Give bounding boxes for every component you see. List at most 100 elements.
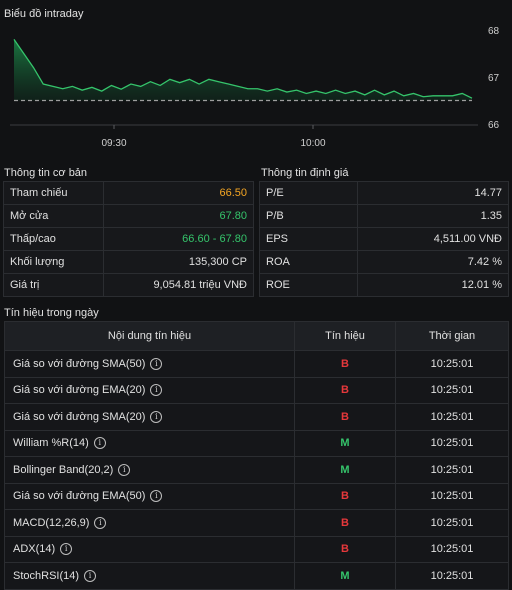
signal-name-cell: ADX(14) i xyxy=(4,535,295,563)
signal-time: 10:25:01 xyxy=(395,376,509,404)
valuation-label: EPS xyxy=(259,227,358,251)
signal-name-cell: Giá so với đường SMA(50) i xyxy=(4,350,295,378)
info-icon[interactable]: i xyxy=(150,357,163,370)
info-icon[interactable]: i xyxy=(94,516,107,529)
signal-row[interactable]: ADX(14) i B 10:25:01 xyxy=(4,535,509,563)
signal-row[interactable]: Bollinger Band(20,2) i M 10:25:01 xyxy=(4,456,509,484)
signal-name: ADX(14) xyxy=(13,543,56,556)
valuation-label: ROE xyxy=(259,273,358,297)
signals-header-row: Nội dung tín hiệu Tín hiệu Thời gian xyxy=(4,321,509,351)
chart-canvas: 68 67 66 09:30 10:00 xyxy=(10,26,500,149)
header-signal-content[interactable]: Nội dung tín hiệu xyxy=(4,321,295,351)
y-tick-label: 68 xyxy=(488,26,500,37)
signal-row[interactable]: William %R(14) i M 10:25:01 xyxy=(4,429,509,457)
signal-name-cell: Giá so với đường SMA(20) i xyxy=(4,403,295,431)
basic-info-label: Giá trị xyxy=(3,273,104,297)
signal-name: Giá so với đường EMA(50) xyxy=(13,490,146,503)
info-icon[interactable]: i xyxy=(150,384,163,397)
basic-info-label: Mở cửa xyxy=(3,204,104,228)
signal-name: Giá so với đường SMA(20) xyxy=(13,410,146,423)
info-icon[interactable]: i xyxy=(118,463,131,476)
info-icon[interactable]: i xyxy=(150,490,163,503)
signal-row[interactable]: Giá so với đường EMA(20) i B 10:25:01 xyxy=(4,376,509,404)
signal-row[interactable]: MACD(12,26,9) i B 10:25:01 xyxy=(4,509,509,537)
y-tick-label: 66 xyxy=(488,120,500,131)
valuation-label: ROA xyxy=(259,250,358,274)
valuation-info-table: P/E 14.77 P/B 1.35 EPS 4,511.00 VNĐ ROA 7.42 % R… xyxy=(259,181,509,297)
basic-info-row: Tham chiếu 66.50 xyxy=(3,181,254,205)
basic-info-row: Thấp/cao 66.60 - 67.80 xyxy=(3,227,254,251)
valuation-value: 1.35 xyxy=(357,204,509,228)
signal-time: 10:25:01 xyxy=(395,429,509,457)
valuation-row: EPS 4,511.00 VNĐ xyxy=(259,227,509,251)
signal-time: 10:25:01 xyxy=(395,562,509,590)
valuation-label: P/B xyxy=(259,204,358,228)
valuation-value: 4,511.00 VNĐ xyxy=(357,227,509,251)
signal-name: MACD(12,26,9) xyxy=(13,516,90,529)
basic-info-value: 67.80 xyxy=(103,204,254,228)
basic-info-value: 135,300 CP xyxy=(103,250,254,274)
info-icon[interactable]: i xyxy=(93,437,106,450)
signal-time: 10:25:01 xyxy=(395,535,509,563)
signal-row[interactable]: Giá so với đường SMA(20) i B 10:25:01 xyxy=(4,403,509,431)
basic-info-value: 66.60 - 67.80 xyxy=(103,227,254,251)
signal-value: B xyxy=(294,509,396,537)
basic-info-row: Giá trị 9,054.81 triệu VNĐ xyxy=(3,273,254,297)
signal-time: 10:25:01 xyxy=(395,482,509,510)
info-icon[interactable]: i xyxy=(60,543,73,556)
price-area xyxy=(14,39,472,101)
info-icon[interactable]: i xyxy=(150,410,163,423)
valuation-row: P/E 14.77 xyxy=(259,181,509,205)
signal-name: Bollinger Band(20,2) xyxy=(13,463,114,476)
signal-name-cell: MACD(12,26,9) i xyxy=(4,509,295,537)
valuation-row: P/B 1.35 xyxy=(259,204,509,228)
signal-name-cell: Bollinger Band(20,2) i xyxy=(4,456,295,484)
price-line xyxy=(13,39,473,99)
signal-row[interactable]: Giá so với đường EMA(50) i B 10:25:01 xyxy=(4,482,509,510)
basic-info-title: Thông tin cơ bản xyxy=(4,167,88,179)
basic-info-label: Khối lượng xyxy=(3,250,104,274)
signal-name: StochRSI(14) xyxy=(13,569,80,582)
signal-time: 10:25:01 xyxy=(395,456,509,484)
signal-time: 10:25:01 xyxy=(395,509,509,537)
signal-time: 10:25:01 xyxy=(395,350,509,378)
header-time[interactable]: Thời gian xyxy=(395,321,509,351)
basic-info-table: Tham chiếu 66.50 Mở cửa 67.80 Thấp/cao 66.60 … xyxy=(3,181,254,297)
signal-value: B xyxy=(294,482,396,510)
signal-name: William %R(14) xyxy=(13,437,89,450)
signal-name: Giá so với đường SMA(50) xyxy=(13,357,146,370)
valuation-value: 7.42 % xyxy=(357,250,509,274)
intraday-chart[interactable]: Biểu đồ intraday 68 67 66 09:30 10:00 xyxy=(0,0,512,160)
signal-value: B xyxy=(294,350,396,378)
signal-value: M xyxy=(294,456,396,484)
signal-name: Giá so với đường EMA(20) xyxy=(13,384,146,397)
basic-info-value: 9,054.81 triệu VNĐ xyxy=(103,273,254,297)
y-tick-label: 67 xyxy=(488,73,500,84)
x-tick-label: 10:00 xyxy=(300,138,325,149)
valuation-value: 12.01 % xyxy=(357,273,509,297)
x-tick-label: 09:30 xyxy=(101,138,126,149)
signal-value: M xyxy=(294,562,396,590)
signal-value: B xyxy=(294,535,396,563)
signal-name-cell: Giá so với đường EMA(20) i xyxy=(4,376,295,404)
signal-row[interactable]: Giá so với đường SMA(50) i B 10:25:01 xyxy=(4,350,509,378)
basic-info-row: Khối lượng 135,300 CP xyxy=(3,250,254,274)
basic-info-label: Tham chiếu xyxy=(3,181,104,205)
signals-table: Nội dung tín hiệu Tín hiệu Thời gian Giá… xyxy=(4,321,509,590)
valuation-info-title: Thông tin định giá xyxy=(261,167,349,179)
basic-info-row: Mở cửa 67.80 xyxy=(3,204,254,228)
signal-value: B xyxy=(294,403,396,431)
valuation-label: P/E xyxy=(259,181,358,205)
basic-info-value: 66.50 xyxy=(103,181,254,205)
chart-title: Biểu đồ intraday xyxy=(4,8,84,20)
header-signal[interactable]: Tín hiệu xyxy=(294,321,396,351)
signal-name-cell: William %R(14) i xyxy=(4,429,295,457)
signal-value: M xyxy=(294,429,396,457)
valuation-value: 14.77 xyxy=(357,181,509,205)
signal-value: B xyxy=(294,376,396,404)
signals-title: Tín hiệu trong ngày xyxy=(4,307,99,319)
info-icon[interactable]: i xyxy=(84,569,97,582)
signal-name-cell: StochRSI(14) i xyxy=(4,562,295,590)
basic-info-label: Thấp/cao xyxy=(3,227,104,251)
signal-row[interactable]: StochRSI(14) i M 10:25:01 xyxy=(4,562,509,590)
